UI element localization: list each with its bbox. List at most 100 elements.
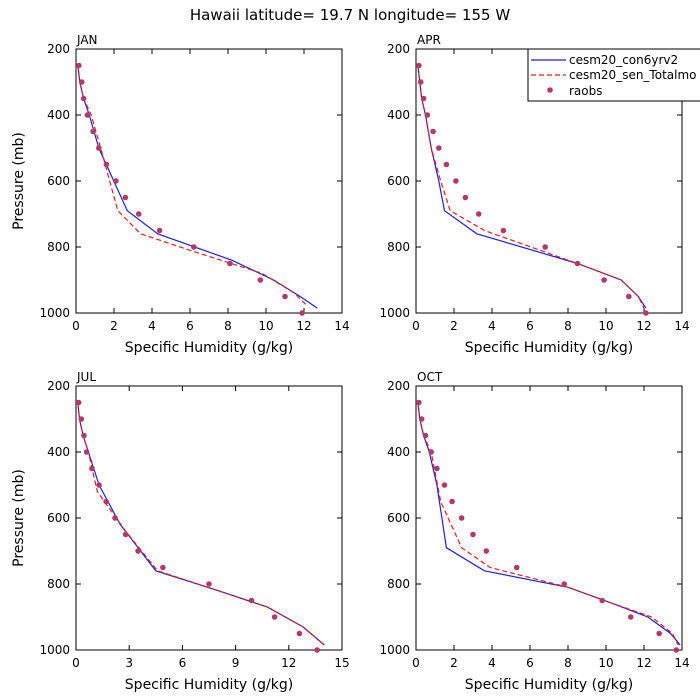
y-tick-label: 600	[387, 174, 410, 188]
raobs-point	[314, 647, 320, 653]
raobs-point	[90, 128, 96, 135]
raobs-point	[599, 597, 605, 604]
raobs-point	[257, 277, 264, 283]
x-tick-label: 6	[179, 656, 187, 670]
panel-label: JAN	[76, 33, 98, 47]
x-tick-label: 10	[598, 319, 613, 333]
raobs-point	[89, 465, 95, 472]
raobs-point	[420, 95, 427, 102]
x-tick-label: 8	[224, 319, 232, 333]
raobs-point	[416, 399, 422, 406]
raobs-point	[542, 244, 548, 250]
raobs-point	[227, 260, 233, 267]
x-tick-label: 8	[564, 656, 572, 670]
raobs-point	[656, 630, 662, 637]
raobs-point	[626, 293, 632, 300]
raobs-point	[248, 597, 255, 604]
raobs-point	[113, 178, 119, 184]
x-tick-label: 12	[636, 656, 651, 670]
x-tick-label: 4	[488, 656, 496, 670]
y-tick-label: 600	[47, 174, 70, 188]
raobs-point	[458, 515, 465, 521]
raobs-point	[299, 310, 305, 316]
raobs-point	[156, 227, 163, 234]
x-tick-label: 0	[412, 656, 420, 670]
raobs-point	[470, 531, 476, 538]
legend-swatch-raobs	[547, 87, 553, 93]
series-line-cesm20_sen_Totalmo	[77, 65, 309, 307]
series-line-cesm20_con6yrv2	[417, 402, 681, 646]
y-axis-label: Pressure (mb)	[11, 469, 27, 567]
panel-jul: JUL 0 3 6 9 12 15 200 400 600 800 1000 Specific Humi…	[11, 370, 350, 693]
x-tick-label: 12	[296, 319, 311, 333]
y-tick-label: 400	[47, 108, 70, 122]
raobs-point	[103, 161, 110, 168]
x-tick-label: 0	[412, 319, 420, 333]
panel-label: JUL	[76, 370, 96, 384]
raobs-point	[103, 498, 109, 505]
x-axis-label: Specific Humidity (g/kg)	[465, 677, 633, 693]
raobs-point	[500, 227, 507, 234]
raobs-point	[475, 211, 482, 217]
raobs-point	[78, 79, 85, 85]
raobs-point	[483, 548, 490, 554]
x-tick-label: 12	[281, 656, 296, 670]
raobs-point	[296, 630, 303, 637]
raobs-point	[122, 194, 129, 201]
raobs-point	[417, 79, 424, 85]
raobs-point	[122, 531, 129, 538]
y-tick-label: 1000	[379, 643, 410, 657]
x-tick-label: 10	[258, 319, 273, 333]
x-tick-label: 2	[110, 319, 118, 333]
x-tick-label: 0	[72, 319, 80, 333]
raobs-point	[673, 647, 680, 653]
raobs-point	[191, 244, 197, 250]
x-tick-label: 14	[674, 656, 689, 670]
raobs-point	[513, 564, 520, 571]
legend: cesm20_con6yrv2 cesm20_sen_Totalmo raobs	[527, 48, 700, 102]
legend-label-totalmo: cesm20_sen_Totalmo	[569, 68, 697, 82]
y-tick-label: 200	[387, 42, 410, 56]
raobs-point	[462, 194, 469, 201]
panel-apr: APR 0 2 4 6 8 10 12 14 200 400 600 800 1000 Specific H…	[379, 33, 689, 356]
x-tick-label: 12	[636, 319, 651, 333]
y-tick-label: 800	[387, 577, 410, 591]
raobs-point	[574, 260, 581, 267]
raobs-point	[96, 482, 102, 488]
x-axis-label: Specific Humidity (g/kg)	[465, 340, 633, 356]
y-tick-label: 400	[387, 108, 410, 122]
raobs-point	[206, 581, 212, 587]
raobs-point	[449, 498, 455, 505]
panel-label: OCT	[417, 370, 443, 384]
series-line-cesm20_sen_Totalmo	[77, 402, 323, 644]
raobs-point	[424, 112, 431, 118]
series-line-cesm20_con6yrv2	[77, 402, 325, 646]
legend-label-con6yrv2: cesm20_con6yrv2	[569, 53, 678, 67]
raobs-point	[271, 614, 278, 620]
y-tick-label: 400	[47, 445, 70, 459]
x-tick-label: 4	[488, 319, 496, 333]
y-tick-label: 600	[387, 511, 410, 525]
y-tick-label: 1000	[39, 306, 70, 320]
x-tick-label: 2	[450, 319, 458, 333]
series-line-cesm20_con6yrv2	[77, 65, 318, 309]
x-tick-label: 14	[334, 319, 349, 333]
x-tick-label: 3	[125, 656, 133, 670]
series-line-cesm20_sen_Totalmo	[417, 65, 645, 309]
raobs-point	[443, 161, 450, 168]
x-tick-label: 6	[526, 319, 534, 333]
raobs-point	[428, 449, 435, 455]
raobs-point	[96, 145, 102, 151]
raobs-point	[84, 112, 91, 118]
series-line-cesm20_con6yrv2	[417, 65, 647, 309]
raobs-point	[112, 515, 118, 521]
y-tick-label: 800	[47, 240, 70, 254]
x-tick-label: 0	[72, 656, 80, 670]
y-tick-label: 600	[47, 511, 70, 525]
raobs-point	[80, 95, 87, 102]
panel-label: APR	[417, 33, 441, 47]
raobs-point	[78, 416, 85, 422]
x-tick-label: 9	[232, 656, 240, 670]
